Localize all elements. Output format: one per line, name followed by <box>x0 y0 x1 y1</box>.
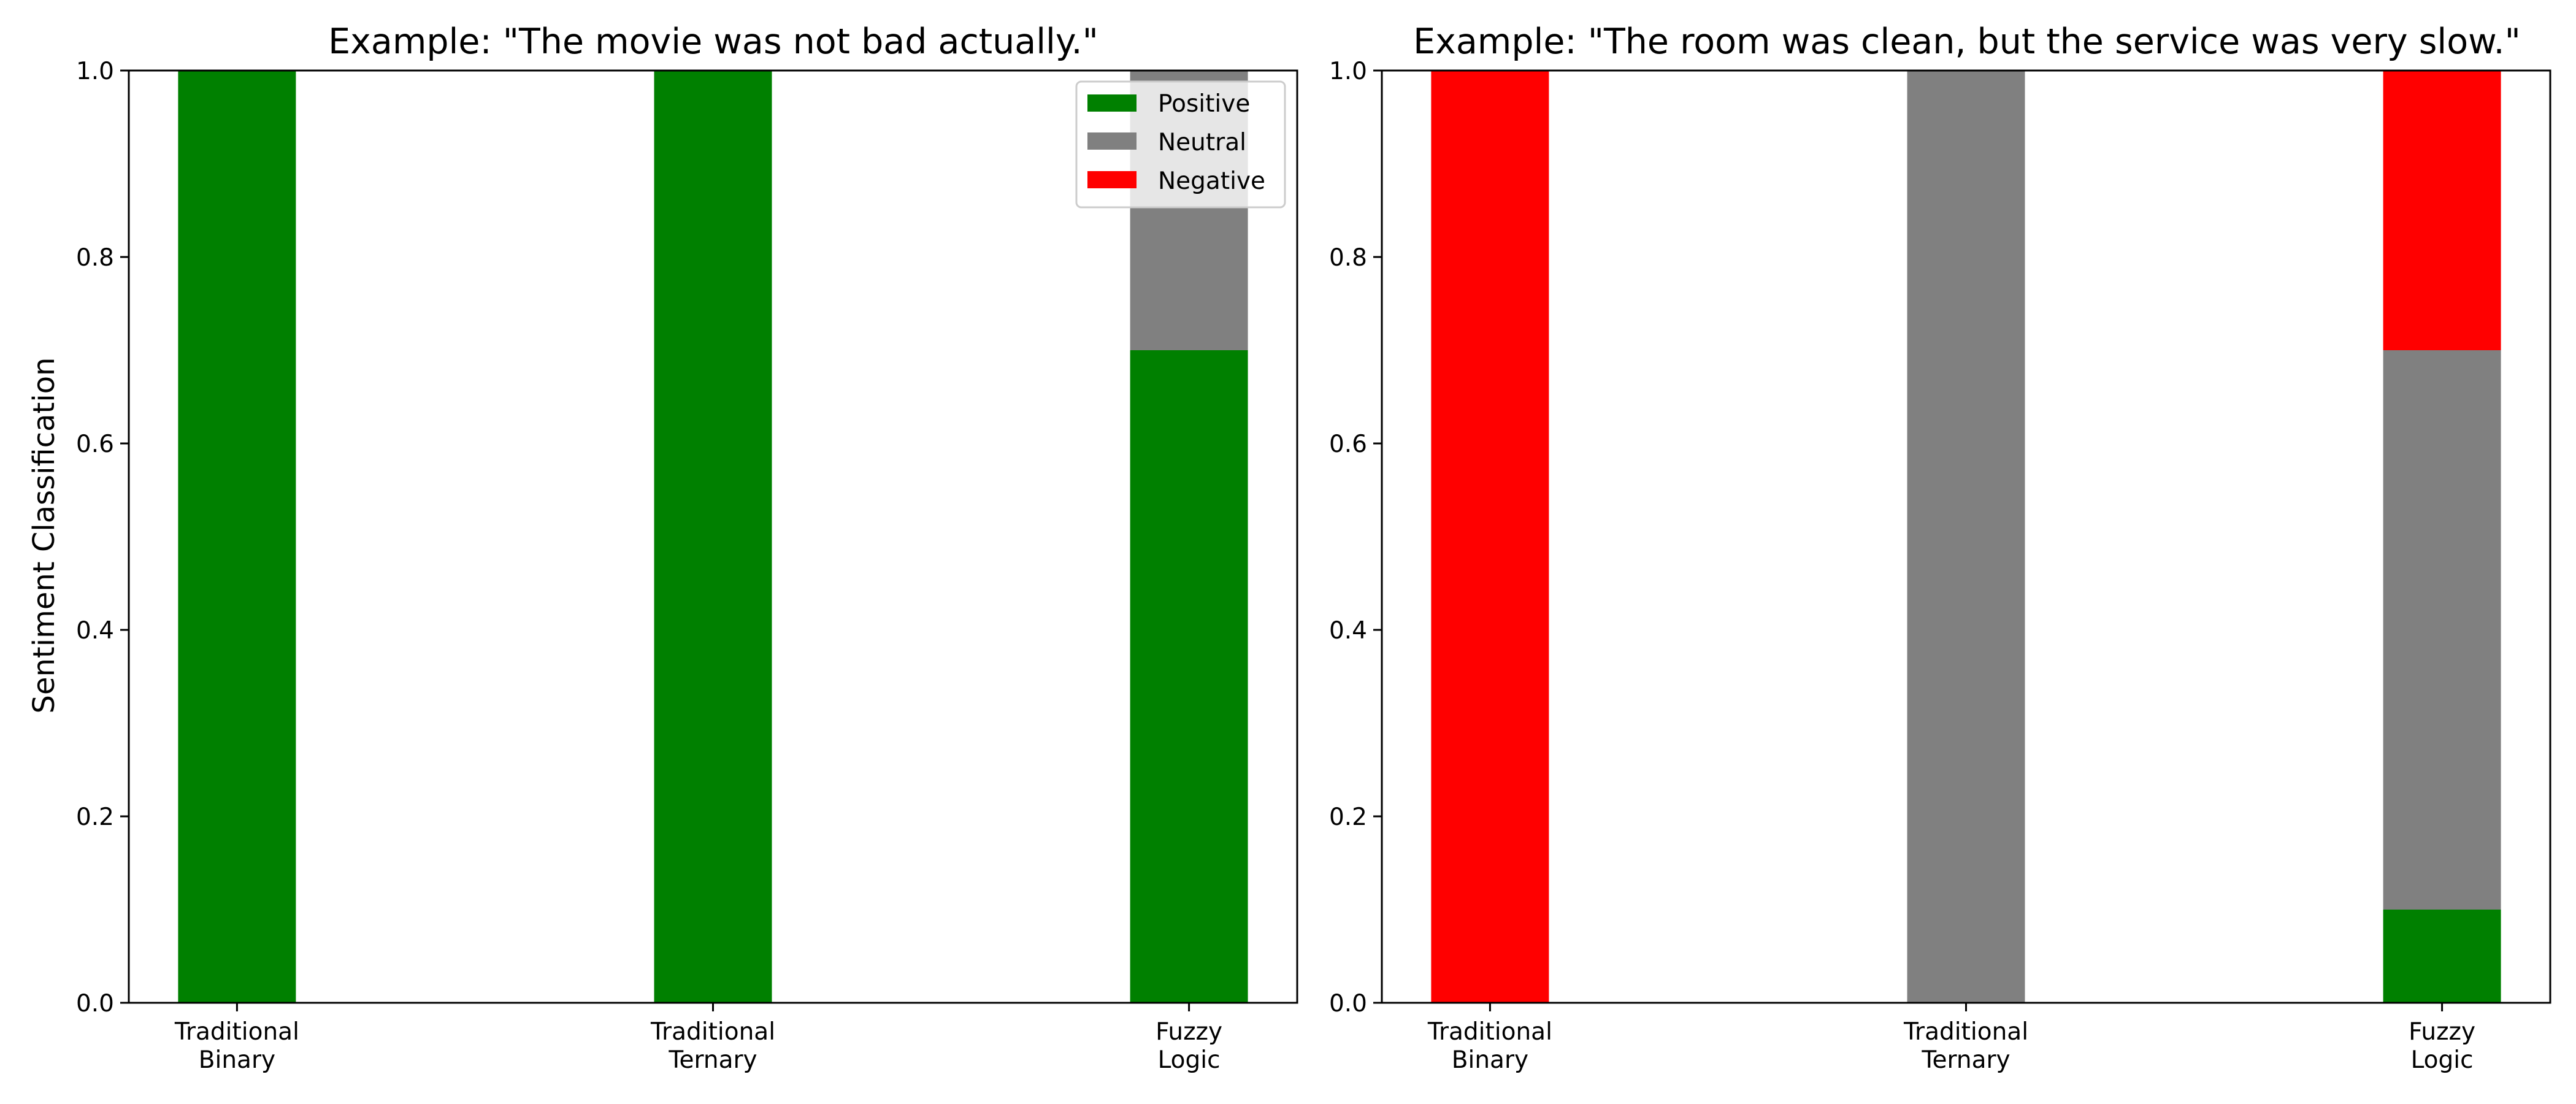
right-y-tick-label-0-0: 0.0 <box>1329 990 1367 1018</box>
legend-swatch-positive <box>1087 94 1137 112</box>
legend-item-positive: Positive <box>1087 90 1250 118</box>
legend: Positive Neutral Negative <box>1075 80 1286 209</box>
right-y-tick-label-1-0: 1.0 <box>1329 58 1367 85</box>
right-axes-frame <box>1381 69 2551 1004</box>
legend-label-positive: Positive <box>1158 90 1250 118</box>
legend-label-neutral: Neutral <box>1158 129 1246 156</box>
right-x-ticks: Traditional Binary Traditional Ternary Fuzzy… <box>1427 1003 2475 1074</box>
left-bar-traditional-binary-positive <box>178 71 296 1003</box>
right-y-tick-label-0-6: 0.6 <box>1329 431 1367 458</box>
right-y-tick-label-0-8: 0.8 <box>1329 244 1367 272</box>
legend-label-negative: Negative <box>1158 167 1265 195</box>
left-y-tick-label-0-2: 0.2 <box>76 803 114 831</box>
right-bars <box>1431 71 2501 1003</box>
left-x-tick-label-traditional-ternary: Traditional Ternary <box>650 1018 775 1074</box>
right-bar-traditional-ternary-neutral <box>1907 71 2025 1003</box>
right-panel: Example: "The room was clean, but the se… <box>1329 21 2551 1074</box>
right-bar-fuzzy-logic-negative <box>2383 71 2501 350</box>
left-panel: Example: "The movie was not bad actually… <box>27 21 1298 1074</box>
left-y-tick-label-1-0: 1.0 <box>76 58 114 85</box>
right-y-tick-label-0-4: 0.4 <box>1329 617 1367 645</box>
right-bar-traditional-binary-negative <box>1431 71 1549 1003</box>
left-x-tick-label-traditional-binary: Traditional Binary <box>174 1018 299 1074</box>
right-y-ticks: 0.0 0.2 0.4 0.6 0.8 1.0 <box>1329 58 1382 1018</box>
left-y-ticks: 0.0 0.2 0.4 0.6 0.8 1.0 <box>76 58 129 1018</box>
legend-swatch-negative <box>1087 171 1137 188</box>
left-y-tick-label-0-6: 0.6 <box>76 431 114 458</box>
left-y-tick-label-0-8: 0.8 <box>76 244 114 272</box>
left-x-ticks: Traditional Binary Traditional Ternary Fuzzy… <box>174 1003 1222 1074</box>
left-x-tick-label-fuzzy-logic: Fuzzy Logic <box>1156 1018 1222 1074</box>
left-axes-frame <box>128 69 1298 1004</box>
y-axis-label: Sentiment Classification <box>27 358 61 714</box>
left-bar-fuzzy-logic-positive <box>1130 350 1248 1003</box>
legend-swatch-neutral <box>1087 132 1137 150</box>
right-bar-fuzzy-logic-neutral <box>2383 350 2501 910</box>
right-panel-title: Example: "The room was clean, but the se… <box>1413 21 2521 62</box>
right-x-tick-label-fuzzy-logic: Fuzzy Logic <box>2409 1018 2475 1074</box>
right-y-tick-label-0-2: 0.2 <box>1329 803 1367 831</box>
left-y-tick-label-0-0: 0.0 <box>76 990 114 1018</box>
left-panel-title: Example: "The movie was not bad actually… <box>328 21 1098 62</box>
left-bars <box>178 71 1248 1003</box>
legend-item-negative: Negative <box>1087 167 1265 195</box>
legend-item-neutral: Neutral <box>1087 129 1246 156</box>
right-x-tick-label-traditional-binary: Traditional Binary <box>1427 1018 1552 1074</box>
left-y-tick-label-0-4: 0.4 <box>76 617 114 645</box>
right-x-tick-label-traditional-ternary: Traditional Ternary <box>1903 1018 2028 1074</box>
right-bar-fuzzy-logic-positive <box>2383 910 2501 1003</box>
left-bar-traditional-ternary-positive <box>654 71 772 1003</box>
